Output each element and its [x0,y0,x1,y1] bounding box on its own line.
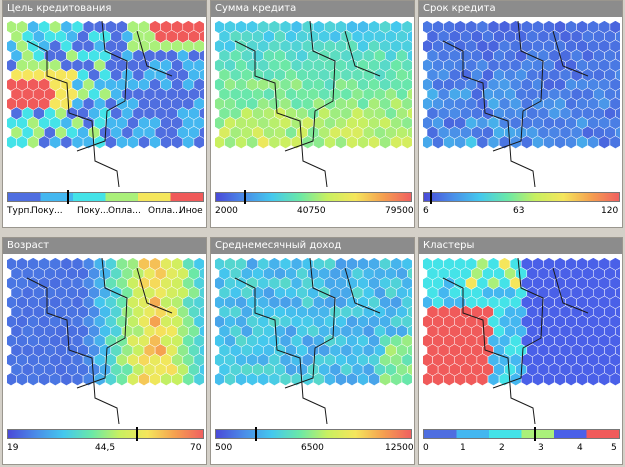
panel-title: Кластеры [419,238,622,254]
legend-labels: 6 63 120 [421,206,621,222]
som-map-credit-term[interactable] [423,21,620,187]
legend-label-mid: 40750 [297,206,326,216]
cluster-boundary [26,21,173,187]
legend-label: Опла... [108,206,141,216]
legend-marker [429,190,432,204]
legend-label-min: 6 [423,206,429,216]
legend-labels: 2000 40750 79500 [213,206,414,222]
panel-monthly-income: Среднемесячный доход 500 6500 12500 [210,237,415,465]
legend-marker [243,190,246,204]
legend-marker [136,427,139,441]
legend-label: Иное [179,206,203,216]
color-legend [423,192,620,202]
som-map-credit-purpose[interactable] [7,21,204,187]
panel-clusters: Кластеры 0 1 2 3 4 5 [418,237,623,465]
legend-marker [534,427,537,441]
som-cell[interactable] [609,372,620,386]
legend-labels: 0 1 2 3 4 5 [421,443,621,459]
legend-label-min: 500 [215,443,233,453]
cluster-boundary [26,258,173,424]
som-cell[interactable] [401,372,412,386]
panel-credit-amount: Сумма кредита 2000 40750 79500 [210,0,415,228]
panel-credit-term: Срок кредита 6 63 120 [418,0,623,228]
color-legend [7,429,204,439]
som-map-age[interactable] [7,258,204,424]
panel-title: Возраст [3,238,206,254]
color-legend [7,192,204,202]
legend-label: Поку... [31,206,63,216]
som-map-clusters[interactable] [423,258,620,424]
legend-label: 0 [423,443,429,453]
legend-label-mid: 6500 [301,443,324,453]
legend-label: Турп. [7,206,33,216]
legend-label-max: 12500 [385,443,414,453]
color-legend [215,192,412,202]
cluster-boundary [442,21,589,187]
som-map-credit-amount[interactable] [215,21,412,187]
som-cell[interactable] [193,372,204,386]
legend-label-min: 19 [7,443,19,453]
cluster-boundary [234,258,381,424]
panel-title: Сумма кредита [211,1,414,17]
color-legend [423,429,620,439]
legend-label-max: 70 [190,443,202,453]
panel-title: Цель кредитования [3,1,206,17]
panel-age: Возраст 19 44,5 70 [2,237,207,465]
legend-label: 5 [611,443,617,453]
legend-label-max: 120 [601,206,619,216]
legend-label: 4 [577,443,583,453]
legend-label-mid: 44,5 [95,443,116,453]
panel-title: Срок кредита [419,1,622,17]
som-map-monthly-income[interactable] [215,258,412,424]
legend-labels: Турп. Поку... Поку... Опла... Опла... Ин… [5,206,205,222]
legend-label-min: 2000 [215,206,238,216]
color-legend [215,429,412,439]
legend-label: 3 [538,443,544,453]
cluster-boundary [234,21,381,187]
cluster-boundary [442,258,589,424]
legend-labels: 19 44,5 70 [5,443,205,459]
legend-label: 1 [460,443,466,453]
legend-labels: 500 6500 12500 [213,443,414,459]
legend-label: Опла... [148,206,181,216]
som-cell[interactable] [609,135,620,149]
legend-label-max: 79500 [385,206,414,216]
panel-credit-purpose: Цель кредитования Турп. Поку... Поку... … [2,0,207,228]
som-cell[interactable] [193,135,204,149]
legend-marker [255,427,258,441]
legend-label-mid: 63 [513,206,525,216]
panel-title: Среднемесячный доход [211,238,414,254]
legend-marker [67,190,70,204]
legend-label: 2 [499,443,505,453]
legend-label: Поку... [77,206,109,216]
som-cell[interactable] [401,135,412,149]
